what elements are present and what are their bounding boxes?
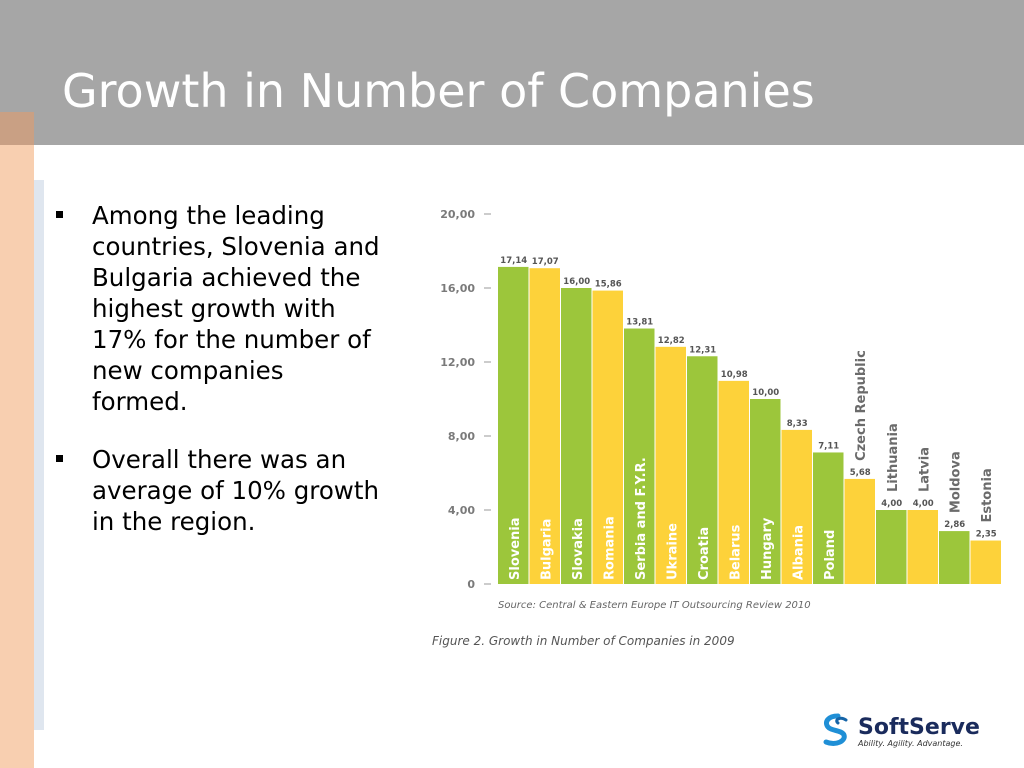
left-decor-bar bbox=[0, 145, 34, 768]
bar bbox=[939, 531, 970, 584]
bullet-text: Among the leading countries, Slovenia an… bbox=[92, 201, 380, 416]
bar bbox=[970, 540, 1001, 584]
accent-tab bbox=[0, 112, 34, 145]
y-axis: 0 4,00 8,00 12,00 16,00 20,00 bbox=[440, 208, 491, 591]
bar-category-label: Slovakia bbox=[571, 518, 586, 580]
bar-value-label: 12,31 bbox=[689, 345, 716, 355]
bullet-marker-icon bbox=[56, 211, 63, 218]
bar-value-label: 17,07 bbox=[532, 257, 559, 267]
softserve-logo-mark-icon bbox=[823, 713, 848, 746]
logo-name: SoftServe bbox=[858, 715, 980, 740]
bar bbox=[813, 452, 844, 584]
bar-value-label: 10,98 bbox=[721, 370, 748, 380]
y-tick-label: 4,00 bbox=[448, 504, 475, 517]
bar-category-label: Romania bbox=[602, 516, 617, 580]
y-tick-label: 8,00 bbox=[448, 430, 475, 443]
bar-value-label: 17,14 bbox=[500, 256, 527, 266]
slide-title: Growth in Number of Companies bbox=[62, 64, 815, 118]
bar-value-label: 2,35 bbox=[976, 530, 997, 540]
bar-value-label: 15,86 bbox=[595, 280, 622, 290]
y-tick-label: 20,00 bbox=[440, 208, 475, 221]
bar-value-label: 4,00 bbox=[881, 499, 902, 509]
bar-category-label: Belarus bbox=[728, 524, 743, 580]
bar bbox=[592, 290, 623, 584]
bar-category-label: Albania bbox=[791, 525, 806, 580]
bar-value-label: 2,86 bbox=[944, 520, 965, 530]
bar-category-label: Poland bbox=[823, 530, 838, 580]
bullet-marker-icon bbox=[56, 455, 63, 462]
bar-category-label: Moldova bbox=[949, 451, 964, 513]
y-tick-label: 16,00 bbox=[440, 282, 475, 295]
bar-value-label: 8,33 bbox=[787, 419, 808, 429]
bar-value-label: 12,82 bbox=[658, 336, 685, 346]
bar-category-label: Czech Republic bbox=[854, 350, 869, 461]
bar bbox=[907, 510, 938, 584]
bar bbox=[781, 429, 812, 584]
bar-category-label: Bulgaria bbox=[539, 519, 554, 580]
bullet-item: Among the leading countries, Slovenia an… bbox=[52, 200, 382, 417]
bar-category-label: Hungary bbox=[760, 517, 775, 580]
bar bbox=[718, 380, 749, 584]
bar bbox=[498, 266, 529, 584]
bar-value-label: 7,11 bbox=[818, 441, 839, 451]
bar-category-label: Serbia and F.Y.R. bbox=[634, 457, 649, 580]
bar-category-label: Latvia bbox=[917, 447, 932, 492]
bar-value-label: 5,68 bbox=[850, 468, 871, 478]
bar bbox=[687, 356, 718, 584]
bars: 17,14 Slovenia 17,07 Bulgaria 16,00 Slovakia 1… bbox=[498, 256, 1001, 584]
bar bbox=[655, 346, 686, 584]
bar-category-label: Estonia bbox=[980, 468, 995, 522]
header-bar bbox=[0, 0, 1024, 145]
chart-caption: Figure 2. Growth in Number of Companies … bbox=[432, 634, 735, 648]
bar-value-label: 4,00 bbox=[913, 499, 934, 509]
bar bbox=[561, 288, 592, 584]
bar bbox=[844, 478, 875, 584]
bar-category-label: Ukraine bbox=[665, 523, 680, 580]
y-tick-label: 12,00 bbox=[440, 356, 475, 369]
chart-source: Source: Central & Eastern Europe IT Outs… bbox=[498, 600, 811, 611]
bar bbox=[529, 268, 560, 584]
bar-value-label: 10,00 bbox=[752, 388, 779, 398]
bar-value-label: 13,81 bbox=[626, 318, 653, 328]
bar-category-label: Croatia bbox=[697, 527, 712, 580]
softserve-logo: SoftServe Ability. Agility. Advantage. bbox=[823, 713, 980, 748]
bar bbox=[876, 510, 907, 584]
y-tick-label: 0 bbox=[467, 578, 475, 591]
bullet-list: Among the leading countries, Slovenia an… bbox=[52, 200, 382, 564]
bullet-text: Overall there was an average of 10% grow… bbox=[92, 445, 379, 536]
bar-category-label: Slovenia bbox=[508, 517, 523, 580]
bar-value-label: 16,00 bbox=[563, 277, 590, 287]
bullet-item: Overall there was an average of 10% grow… bbox=[52, 444, 382, 537]
logo-tagline: Ability. Agility. Advantage. bbox=[857, 739, 963, 748]
bar-category-label: Lithuania bbox=[886, 423, 901, 492]
bar bbox=[624, 328, 655, 584]
left-panel-strip bbox=[34, 180, 44, 730]
bar bbox=[750, 399, 781, 584]
